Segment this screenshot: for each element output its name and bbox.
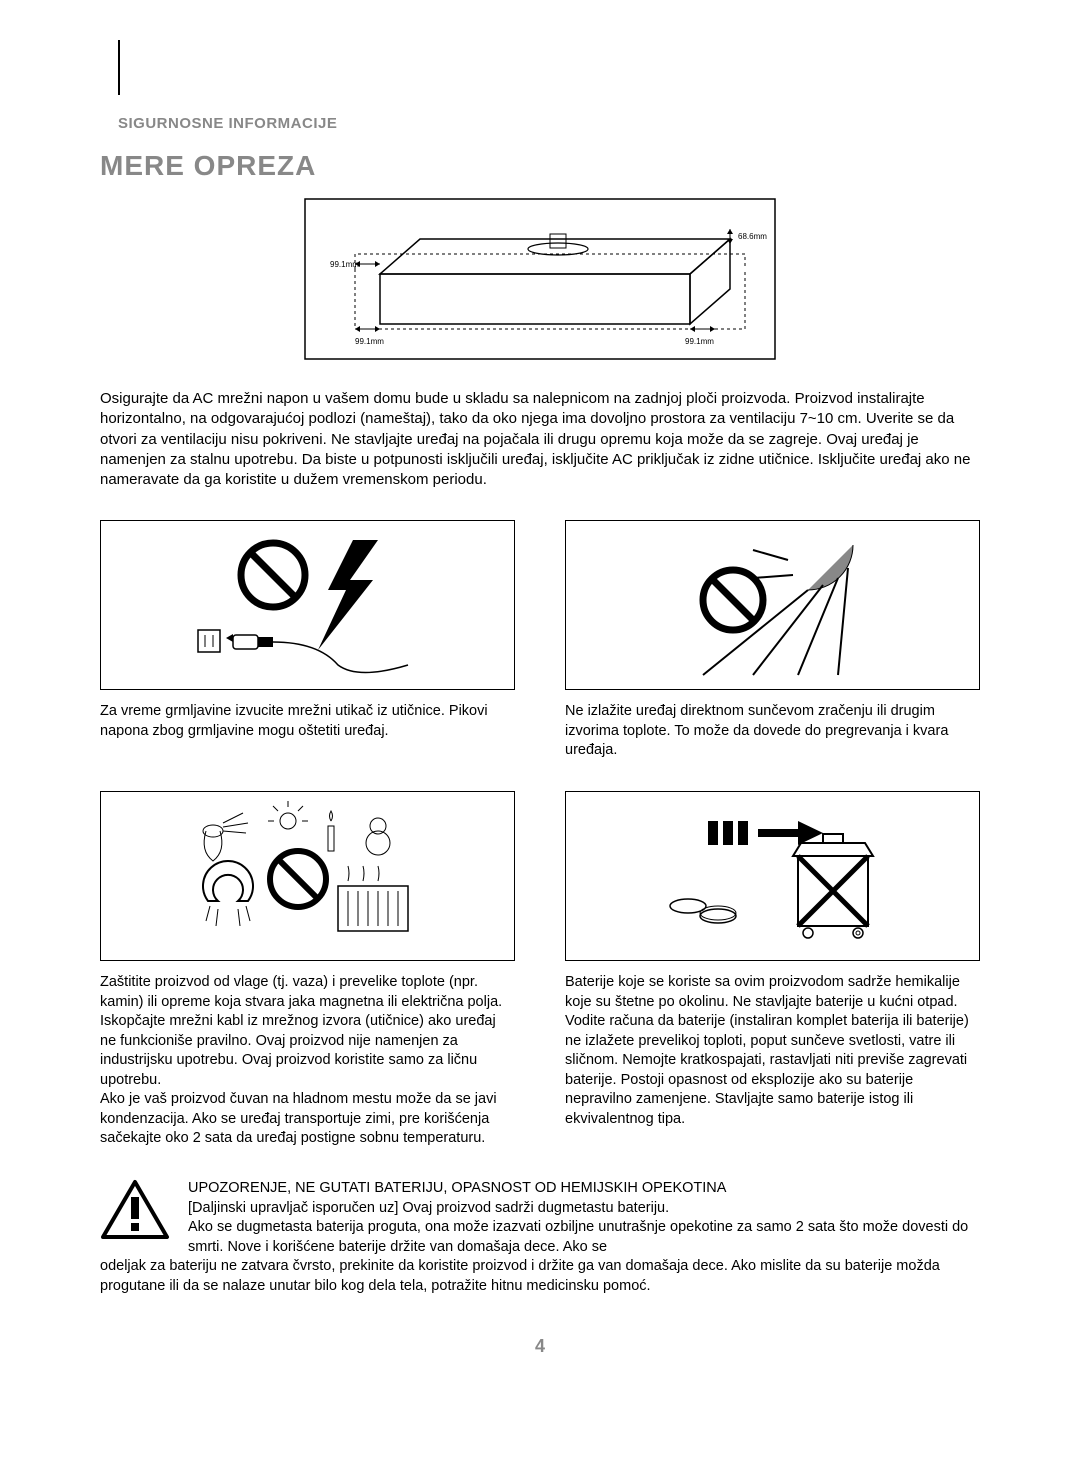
warning-text: UPOZORENJE, NE GUTATI BATERIJU, OPASNOST…: [188, 1179, 980, 1257]
dim-bottom-left: 99.1mm: [355, 337, 384, 346]
lightning-text: Za vreme grmljavine izvucite mrežni utik…: [100, 702, 515, 741]
battery-disposal-illustration: [565, 791, 980, 961]
sunlight-text: Ne izlažite uređaj direktnom sunčevom zr…: [565, 702, 980, 761]
warning-continuation: odeljak za bateriju ne zatvara čvrsto, p…: [100, 1257, 980, 1296]
moisture-heat-illustration: [100, 791, 515, 961]
clearance-diagram: 99.1mm 68.6mm 99.1mm 99.1mm: [100, 194, 980, 369]
moisture-text: Zaštitite proizvod od vlage (tj. vaza) i…: [100, 973, 515, 1149]
sunlight-illustration: [565, 520, 980, 690]
warning-icon: [100, 1179, 170, 1257]
dim-top-left: 99.1mm: [330, 260, 359, 269]
battery-text: Baterije koje se koriste sa ovim proizvo…: [565, 973, 980, 1130]
page-number: 4: [100, 1336, 980, 1357]
page-title: MERE OPREZA: [100, 150, 980, 182]
dim-bottom-right: 99.1mm: [685, 337, 714, 346]
section-label: SIGURNOSNE INFORMACIJE: [100, 115, 980, 132]
intro-paragraph: Osigurajte da AC mrežni napon u vašem do…: [100, 389, 980, 490]
lightning-illustration: [100, 520, 515, 690]
dim-top-right: 68.6mm: [738, 232, 767, 241]
